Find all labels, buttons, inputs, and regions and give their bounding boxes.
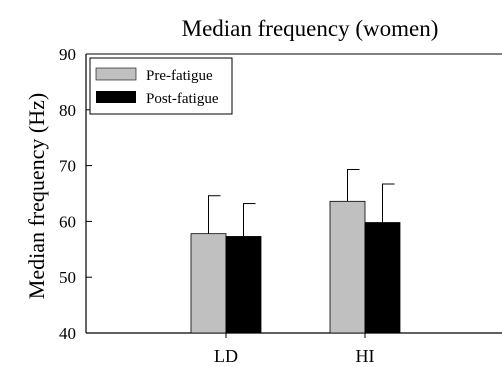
legend-swatch-post xyxy=(96,91,136,103)
x-tick-label-ld: LD xyxy=(214,346,238,366)
chart-title: Median frequency (women) xyxy=(182,16,439,41)
legend-box xyxy=(89,57,233,115)
y-axis-label: Median frequency (Hz) xyxy=(24,93,49,299)
legend-label-post: Post-fatigue xyxy=(146,91,219,107)
bar-post-fatigue-hi xyxy=(364,222,401,334)
y-ticks: 40 50 60 70 80 90 xyxy=(59,45,92,343)
y-tick-label: 90 xyxy=(59,45,76,64)
axes xyxy=(85,53,502,334)
x-ticks: LD HI xyxy=(214,333,375,366)
legend-swatch-pre xyxy=(95,67,137,81)
bar-pre-fatigue-hi xyxy=(329,200,366,334)
legend-label-pre: Pre-fatigue xyxy=(146,68,213,84)
y-tick-label: 40 xyxy=(59,324,76,343)
bar-pre-fatigue-ld xyxy=(190,233,227,334)
y-tick-label: 50 xyxy=(59,268,76,287)
y-tick-label: 60 xyxy=(59,212,76,231)
y-tick-label: 80 xyxy=(59,101,76,120)
x-tick-label-hi: HI xyxy=(356,346,375,366)
bar-post-fatigue-ld xyxy=(225,236,262,334)
legend: Pre-fatigue Post-fatigue xyxy=(89,57,233,115)
bars xyxy=(190,169,401,334)
y-tick-label: 70 xyxy=(59,157,76,176)
